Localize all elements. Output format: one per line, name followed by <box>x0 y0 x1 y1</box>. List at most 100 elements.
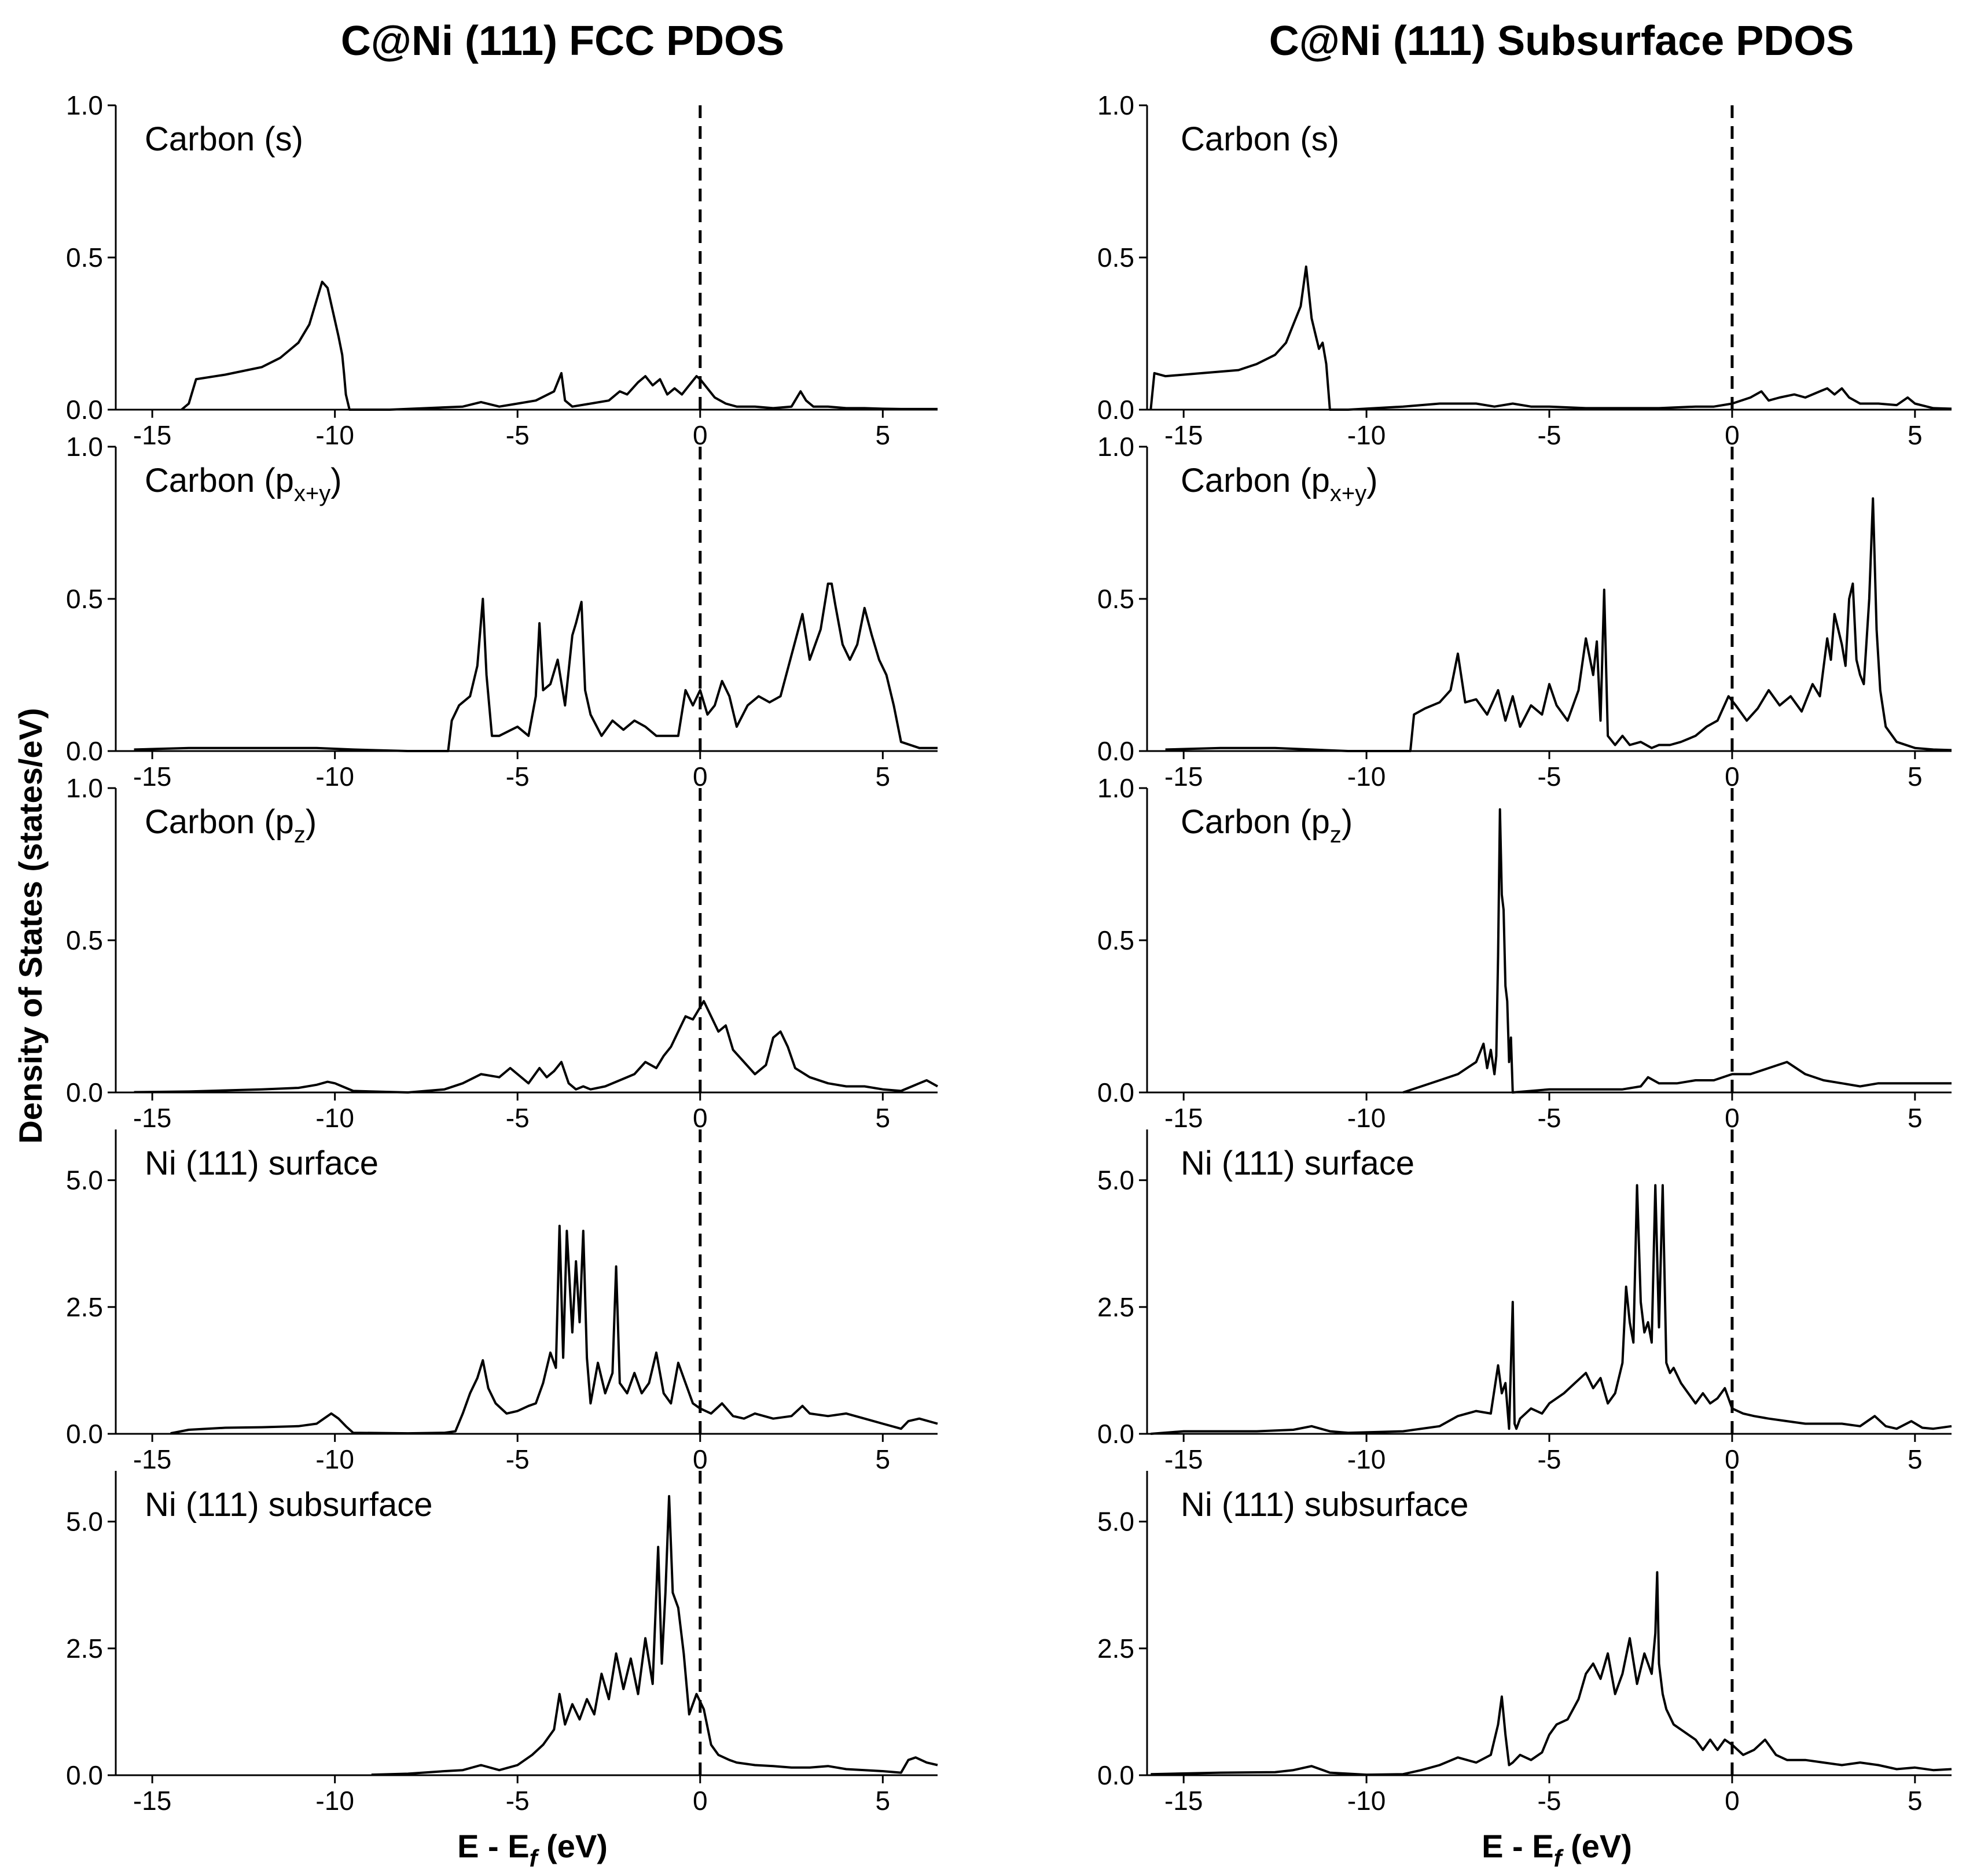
y-tick-label: 5.0 <box>66 1165 103 1195</box>
x-tick-label: 0 <box>693 420 708 450</box>
y-tick-label: 5.0 <box>66 1507 103 1537</box>
x-tick-label: 0 <box>693 1103 708 1133</box>
pdos-series-line <box>170 1224 938 1435</box>
pdos-series-line <box>1151 1571 1952 1776</box>
x-tick-label: -15 <box>133 1103 171 1133</box>
panel-label: Carbon (px+y) <box>145 462 342 506</box>
y-tick-label: 0.5 <box>1097 925 1134 955</box>
y-tick-label: 2.5 <box>66 1633 103 1664</box>
x-tick-label: 5 <box>1908 761 1923 792</box>
pdos-series-line <box>1149 265 1952 411</box>
panel-fcc-carbon-pz-: 0.0 0.5 1.0 -15 -10 -5 0 5 Carbon (pz) <box>66 773 938 1133</box>
panels-group: 0.0 0.5 1.0 -15 -10 -5 0 5 Carbon (s) 0.0 0.5 1.0 -1… <box>66 90 1952 1816</box>
panel-fcc-carbon-px-y-: 0.0 0.5 1.0 -15 -10 -5 0 5 Carbon (px+y) <box>66 432 938 792</box>
y-tick-label: 0.5 <box>66 925 103 955</box>
pdos-series-line <box>1402 808 1952 1094</box>
x-tick-label: 0 <box>693 1444 708 1474</box>
x-tick-label: -15 <box>133 420 171 450</box>
x-tick-label: 0 <box>693 1786 708 1816</box>
x-tick-label: 0 <box>1725 1103 1740 1133</box>
pdos-series-line <box>1165 497 1952 752</box>
x-tick-label: 5 <box>876 420 891 450</box>
x-tick-label: 5 <box>876 761 891 792</box>
x-tick-label: 0 <box>1725 420 1740 450</box>
y-tick-label: 1.0 <box>66 90 103 120</box>
y-tick-label: 0.5 <box>1097 242 1134 273</box>
y-tick-label: 0.0 <box>1097 395 1134 425</box>
x-tick-label: 5 <box>876 1786 891 1816</box>
panel-label: Ni (111) subsurface <box>1181 1486 1469 1524</box>
x-tick-label: -5 <box>1538 420 1561 450</box>
y-tick-label: 2.5 <box>1097 1633 1134 1664</box>
y-tick-label: 1.0 <box>1097 773 1134 803</box>
x-tick-label: -10 <box>315 1786 354 1816</box>
pdos-series-line <box>181 281 938 411</box>
y-tick-label: 0.0 <box>66 1760 103 1790</box>
y-tick-label: 5.0 <box>1097 1165 1134 1195</box>
panel-label: Carbon (pz) <box>145 803 317 848</box>
x-tick-label: -5 <box>506 1786 530 1816</box>
x-tick-label: -5 <box>1538 1786 1561 1816</box>
pdos-series-line <box>134 582 938 752</box>
x-axis-title-left: E - Ef (eV) <box>457 1828 608 1872</box>
panel-fcc-carbon-s-: 0.0 0.5 1.0 -15 -10 -5 0 5 Carbon (s) <box>66 90 938 450</box>
y-tick-label: 0.0 <box>1097 736 1134 766</box>
x-tick-label: -5 <box>506 1103 530 1133</box>
x-tick-label: 5 <box>1908 1786 1923 1816</box>
x-tick-label: 0 <box>693 761 708 792</box>
y-tick-label: 0.0 <box>1097 1419 1134 1449</box>
x-tick-label: -10 <box>1347 1103 1386 1133</box>
x-tick-label: -10 <box>315 420 354 450</box>
panel-label: Ni (111) surface <box>145 1145 379 1182</box>
panel-label: Carbon (pz) <box>1181 803 1353 848</box>
panel-subsurface-carbon-s-: 0.0 0.5 1.0 -15 -10 -5 0 5 Carbon (s) <box>1097 90 1952 450</box>
x-tick-label: -10 <box>1347 1786 1386 1816</box>
x-tick-label: -5 <box>506 420 530 450</box>
x-tick-label: -15 <box>1164 420 1203 450</box>
x-tick-label: 0 <box>1725 1444 1740 1474</box>
y-tick-label: 2.5 <box>66 1292 103 1322</box>
x-tick-label: -15 <box>1164 761 1203 792</box>
panel-label: Ni (111) surface <box>1181 1145 1414 1182</box>
y-tick-label: 1.0 <box>1097 432 1134 462</box>
x-tick-label: -15 <box>1164 1786 1203 1816</box>
x-tick-label: -10 <box>315 1444 354 1474</box>
panel-fcc-ni-111-subsurface: 0.0 2.5 5.0 -15 -10 -5 0 5 Ni (111) subsurface <box>66 1471 938 1816</box>
y-axis-title: Density of States (states/eV) <box>12 708 49 1143</box>
panel-label: Carbon (px+y) <box>1181 462 1378 506</box>
x-tick-label: -15 <box>133 1444 171 1474</box>
x-tick-label: -5 <box>1538 1103 1561 1133</box>
pdos-series-line <box>1151 1184 1952 1435</box>
x-tick-label: 5 <box>1908 420 1923 450</box>
left-column-title: C@Ni (111) FCC PDOS <box>341 18 784 64</box>
x-tick-label: -5 <box>1538 761 1561 792</box>
pdos-series-line <box>371 1495 938 1776</box>
y-tick-label: 1.0 <box>66 432 103 462</box>
panel-subsurface-carbon-px-y-: 0.0 0.5 1.0 -15 -10 -5 0 5 Carbon (px+y) <box>1097 432 1952 792</box>
x-tick-label: -10 <box>1347 1444 1386 1474</box>
x-tick-label: -15 <box>133 761 171 792</box>
y-tick-label: 0.0 <box>66 1419 103 1449</box>
y-tick-label: 0.0 <box>66 1077 103 1107</box>
y-tick-label: 0.5 <box>66 584 103 614</box>
x-tick-label: -10 <box>1347 420 1386 450</box>
x-tick-label: -10 <box>315 1103 354 1133</box>
y-tick-label: 5.0 <box>1097 1507 1134 1537</box>
y-tick-label: 0.0 <box>66 395 103 425</box>
y-tick-label: 0.5 <box>66 242 103 273</box>
x-tick-label: 0 <box>1725 1786 1740 1816</box>
x-tick-label: -5 <box>1538 1444 1561 1474</box>
y-tick-label: 0.0 <box>1097 1077 1134 1107</box>
y-tick-label: 1.0 <box>66 773 103 803</box>
x-tick-label: -15 <box>1164 1103 1203 1133</box>
x-tick-label: 0 <box>1725 761 1740 792</box>
x-tick-label: 5 <box>876 1444 891 1474</box>
x-tick-label: -15 <box>1164 1444 1203 1474</box>
x-tick-label: 5 <box>876 1103 891 1133</box>
panel-subsurface-ni-111-surface: 0.0 2.5 5.0 -15 -10 -5 0 5 Ni (111) surface <box>1097 1129 1952 1474</box>
right-column-title: C@Ni (111) Subsurface PDOS <box>1269 18 1854 64</box>
x-tick-label: -10 <box>315 761 354 792</box>
panel-label: Carbon (s) <box>145 120 303 158</box>
panel-fcc-ni-111-surface: 0.0 2.5 5.0 -15 -10 -5 0 5 Ni (111) surface <box>66 1129 938 1474</box>
